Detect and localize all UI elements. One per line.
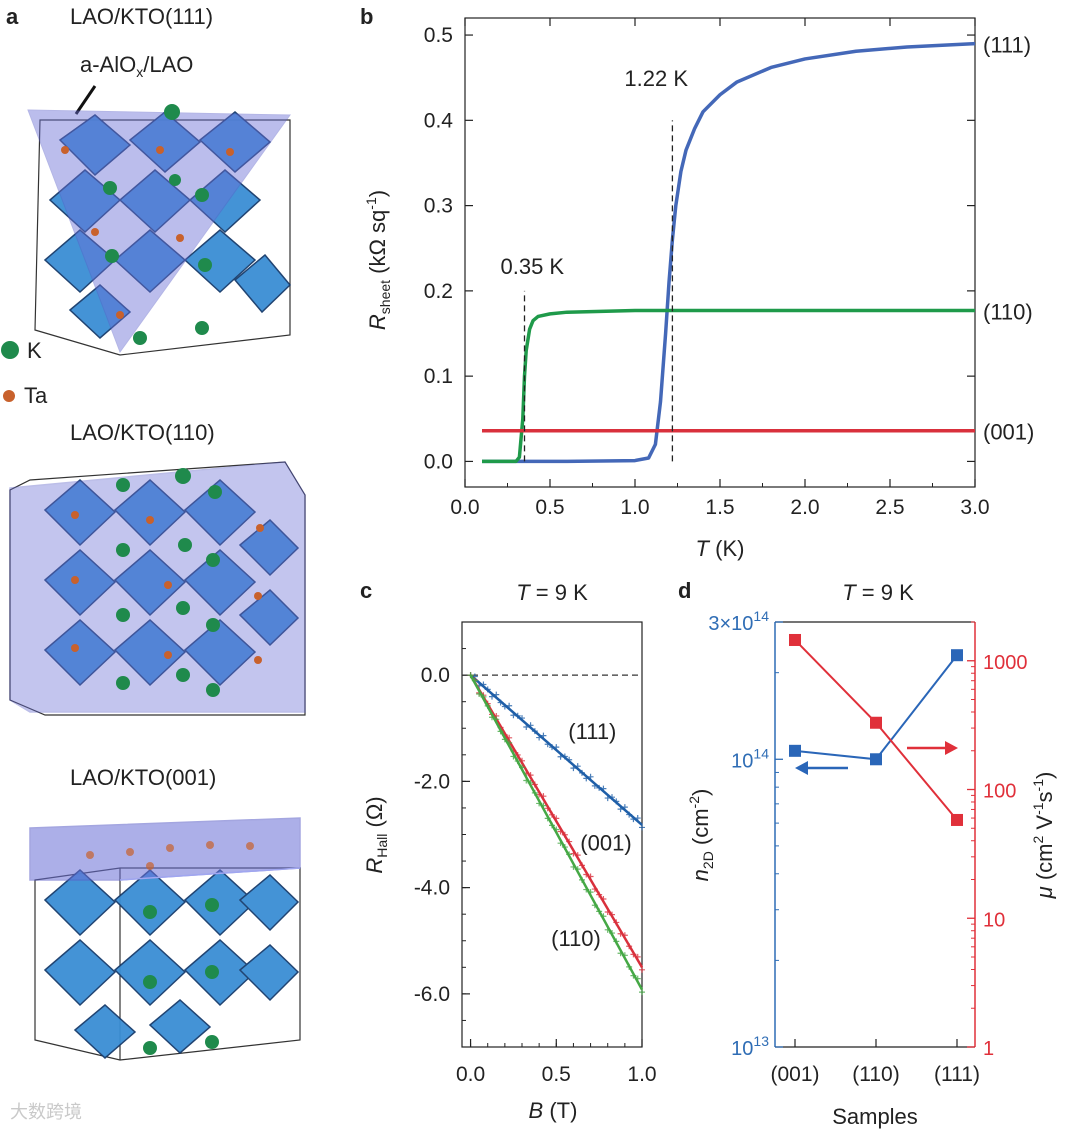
legend-k-label: K	[27, 338, 42, 363]
panel-d-right-ylabel: μ (cm2 V-1s-1)	[1030, 772, 1057, 900]
panel-d: d T = 9 K 1013 1014 3×1014 1 10 100 1000 (001) (…	[678, 578, 1057, 1129]
panel-b-ytick-label: 0.2	[424, 280, 453, 303]
panel-d-marker-n2D	[951, 649, 963, 662]
panel-b-xtick-label: 2.5	[875, 496, 904, 519]
panel-b-ytick-label: 0.3	[424, 195, 453, 218]
panel-b-xtick-label: 2.0	[790, 496, 819, 519]
panel-c-xlabel: B (T)	[529, 1098, 578, 1123]
panel-d-left-tick-label: 3×1014	[708, 608, 769, 635]
panel-b-xtick-label: 0.0	[450, 496, 479, 519]
panel-d-marker-n2D	[870, 753, 882, 766]
structure-001-title: LAO/KTO(001)	[70, 765, 216, 790]
crystal-111-illustration	[27, 104, 292, 356]
panel-c-ylabel: RHall (Ω)	[362, 796, 390, 873]
panel-d-category-label: (111)	[934, 1063, 980, 1086]
crystal-001-illustration	[29, 817, 301, 1061]
panel-b-xtick-label: 3.0	[960, 496, 989, 519]
panel-d-title: T = 9 K	[842, 580, 914, 605]
panel-d-line-mu	[794, 639, 958, 821]
panel-c-xtick-label: 0.0	[456, 1063, 485, 1086]
panel-a: a LAO/KTO(111) a-AlOx/LAO	[1, 4, 306, 1123]
panel-d-left-tick-label: 1013	[731, 1033, 769, 1060]
panel-b-legend-110: (110)	[983, 299, 1033, 324]
panel-c-label-110: (110)	[551, 926, 601, 951]
panel-d-category-label: (110)	[852, 1063, 899, 1086]
panel-b-ytick-label: 0.5	[424, 24, 453, 47]
panel-c-fit-111	[469, 674, 643, 826]
panel-d-left-tick-label: 1014	[731, 745, 769, 772]
right-axis-arrowhead	[945, 741, 958, 755]
panel-c-xtick-label: 0.5	[542, 1063, 571, 1086]
panel-c-ytick-label: -6.0	[414, 983, 450, 1006]
panel-b-xtick-label: 0.5	[535, 496, 564, 519]
panel-b-label: b	[360, 4, 373, 29]
panel-d-left-ylabel: n2D (cm-2)	[686, 789, 716, 882]
panel-d-right-tick-label: 1000	[983, 652, 1028, 674]
panel-d-marker-mu	[951, 813, 963, 826]
panel-d-category-label: (001)	[770, 1063, 819, 1086]
structure-110-title: LAO/KTO(110)	[70, 420, 215, 445]
panel-c-xtick-label: 1.0	[627, 1063, 656, 1086]
panel-b-legend-001: (001)	[983, 420, 1034, 445]
panel-b: b 0.0 0.5 1.0 1.5 2.0 2.5 3.0 0.0 0.1 0.2 0.3 0.4 0.…	[360, 4, 1034, 561]
panel-b-xtick-label: 1.0	[620, 496, 649, 519]
panel-c-label: c	[360, 578, 372, 603]
structure-111-annotation: a-AlOx/LAO	[80, 52, 193, 80]
panel-c-label-001: (001)	[580, 830, 631, 855]
panel-a-label: a	[6, 4, 19, 29]
panel-c-fit-110	[469, 674, 644, 991]
panel-b-tc-110-label: 0.35 K	[501, 254, 565, 279]
legend-ta-label: Ta	[24, 383, 48, 408]
legend-k-marker	[1, 341, 19, 359]
watermark: 大数跨境	[10, 1102, 82, 1123]
panel-d-right-tick-label: 100	[983, 781, 1016, 803]
panel-c-label-111: (111)	[568, 719, 616, 744]
panel-c: c T = 9 K 0.0 0.5 1.0 0.0 -2.0 -4.0 -6.0 (111)…	[360, 578, 657, 1123]
structure-111-title: LAO/KTO(111)	[70, 4, 213, 29]
panel-b-ylabel: Rsheet (kΩ sq-1)	[363, 190, 393, 330]
panel-d-line-n2D	[794, 654, 958, 761]
panel-c-ytick-label: -2.0	[414, 770, 450, 793]
panel-c-ytick-label: 0.0	[421, 664, 450, 687]
panel-d-xlabel: Samples	[832, 1104, 918, 1129]
panel-c-ytick-label: -4.0	[414, 877, 450, 900]
panel-d-label: d	[678, 578, 691, 603]
legend-ta-marker	[3, 390, 15, 402]
panel-d-marker-n2D	[789, 744, 801, 757]
panel-b-xtick-label: 1.5	[705, 496, 734, 519]
panel-d-marker-mu	[870, 716, 882, 729]
panel-b-plot-frame	[464, 17, 976, 488]
panel-d-right-tick-label: 10	[983, 909, 1005, 931]
panel-b-ytick-label: 0.0	[424, 450, 453, 473]
panel-d-right-tick-label: 1	[983, 1038, 994, 1060]
panel-c-title: T = 9 K	[516, 580, 588, 605]
panel-b-xlabel: T (K)	[696, 536, 745, 561]
left-axis-arrowhead	[795, 761, 808, 775]
panel-d-marker-mu	[789, 633, 801, 646]
panel-b-ytick-label: 0.1	[424, 365, 453, 388]
panel-b-series-110	[482, 308, 975, 464]
panel-b-series-111	[482, 41, 976, 464]
panel-b-legend-111: (111)	[983, 33, 1031, 58]
annotation-pointer	[74, 85, 97, 115]
crystal-110-illustration	[9, 461, 306, 716]
panel-b-ytick-label: 0.4	[424, 109, 454, 132]
panel-c-fit-001	[469, 674, 644, 968]
panel-b-tc-111-label: 1.22 K	[624, 66, 688, 91]
